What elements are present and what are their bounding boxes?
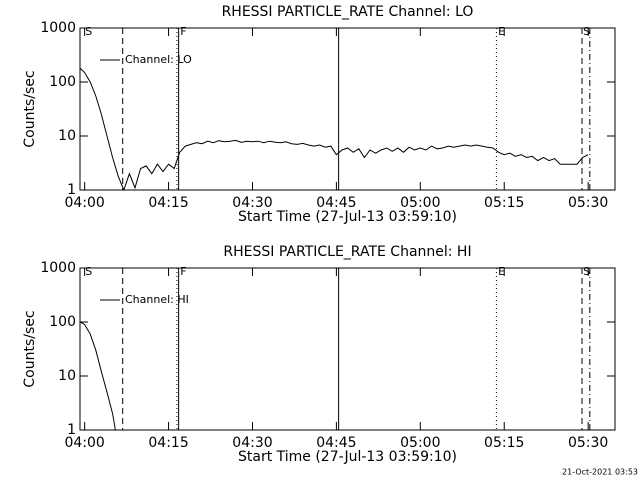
x-tick-label: 04:15 [148,195,188,211]
event-label: F [180,25,186,38]
y-axis-label: Counts/sec [22,310,38,387]
x-axis-label: Start Time (27-Jul-13 03:59:10) [238,209,457,225]
x-tick-label: 05:00 [400,195,440,211]
x-tick-label: 05:15 [484,435,524,451]
x-tick-label: 05:30 [568,435,608,451]
y-tick-label: 10 [58,368,76,384]
y-tick-label: 1 [67,182,76,198]
x-tick-label: 05:00 [400,435,440,451]
x-tick-label: 04:00 [64,435,104,451]
footer: 21-Oct-2021 03:53 [562,468,638,477]
x-tick-label: 04:45 [316,195,356,211]
legend-label: Channel: LO [125,53,192,66]
legend-label: Channel: HI [125,293,189,306]
x-tick-label: 04:00 [64,195,104,211]
x-tick-label: 05:15 [484,195,524,211]
chart-title: RHESSI PARTICLE_RATE Channel: LO [222,4,474,20]
event-label: E [498,25,505,38]
plot: RHESSI PARTICLE_RATE Channel: LO Start Ti… [22,4,616,225]
x-axis-label: Start Time (27-Jul-13 03:59:10) [238,449,457,465]
y-tick-label: 10 [58,128,76,144]
x-tick-label: 04:30 [232,195,272,211]
plot-frame [79,267,616,431]
event-label: E [498,265,505,278]
y-tick-label: 1 [67,422,76,438]
y-tick-label: 100 [49,314,76,330]
x-tick-label: 04:30 [232,435,272,451]
event-label: S [583,25,590,38]
event-label: F [180,265,186,278]
plot-frame [79,27,616,191]
event-label: S [583,265,590,278]
event-label: S [85,25,92,38]
data-line [80,321,116,430]
y-axis-label: Counts/sec [22,70,38,147]
x-tick-label: 04:45 [316,435,356,451]
data-line [80,67,589,190]
x-tick-label: 04:15 [148,435,188,451]
event-label: S [85,265,92,278]
y-tick-label: 1000 [40,260,76,276]
y-tick-label: 100 [49,74,76,90]
x-tick-label: 05:30 [568,195,608,211]
chart-title: RHESSI PARTICLE_RATE Channel: HI [223,244,471,260]
y-tick-label: 1000 [40,20,76,36]
plot: RHESSI PARTICLE_RATE Channel: HI Start Ti… [22,244,616,465]
